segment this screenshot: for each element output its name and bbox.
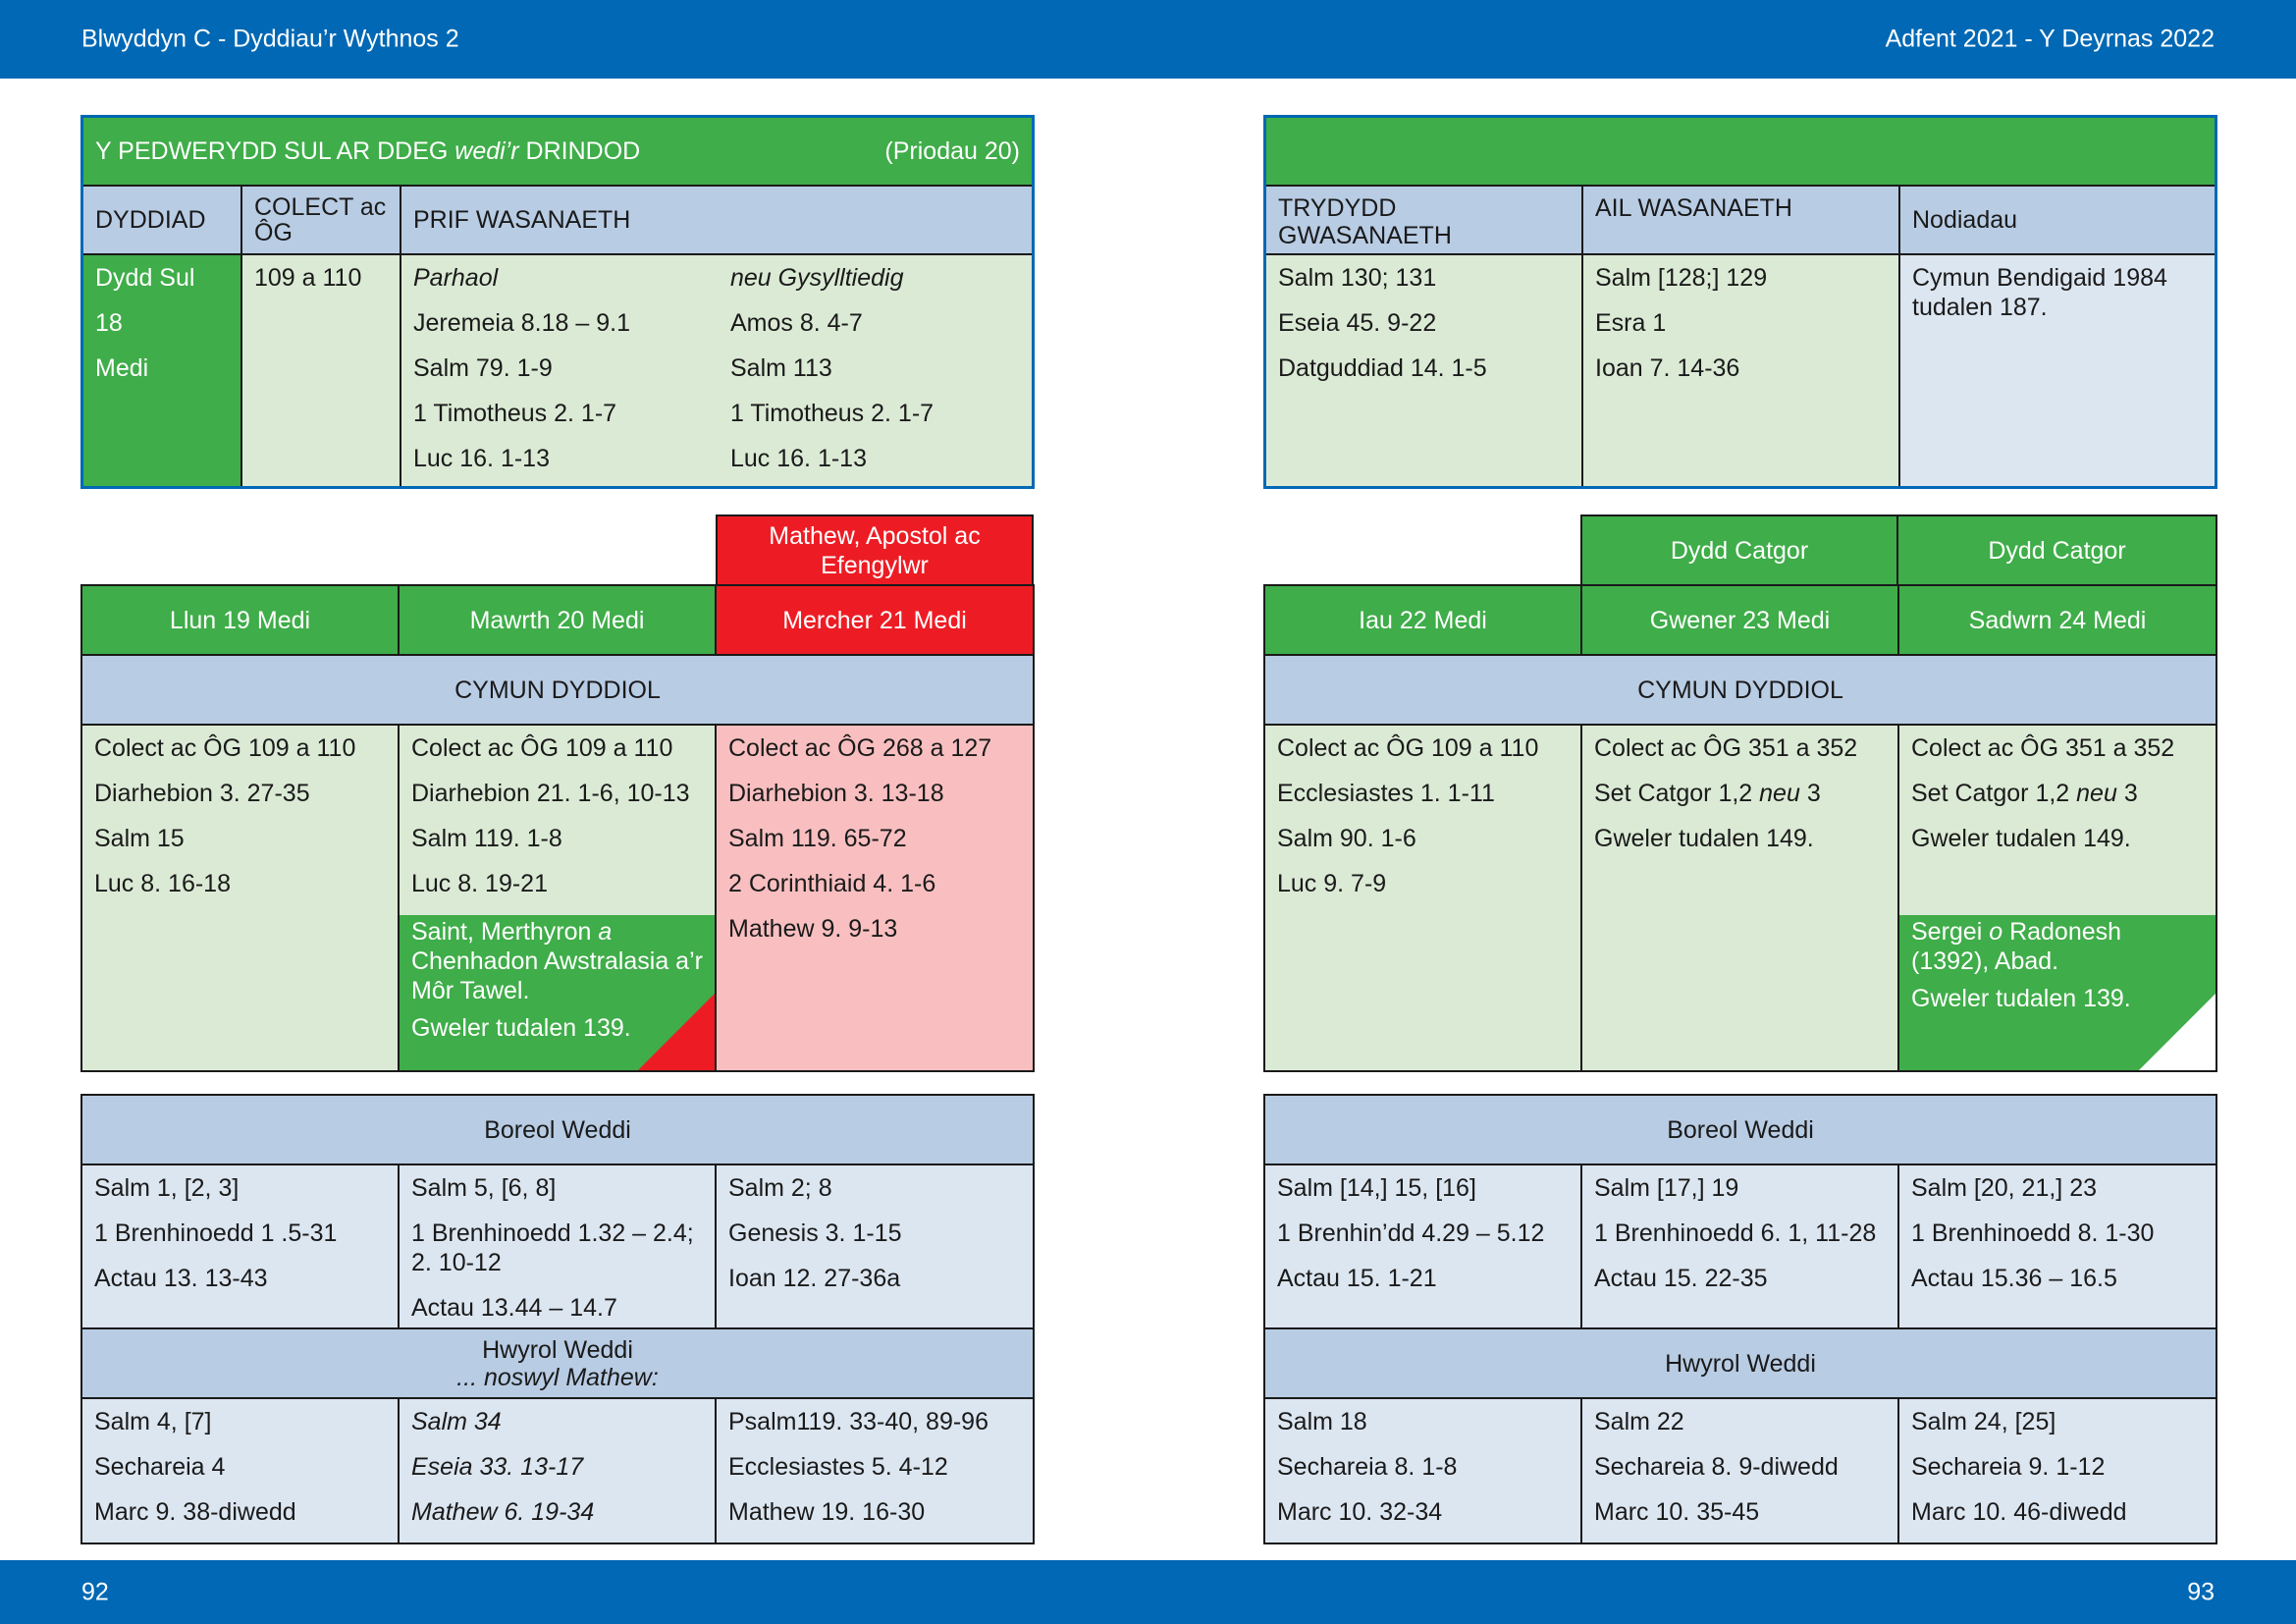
page-number-left: 92: [81, 1578, 109, 1605]
white-corner-marker: [2139, 994, 2216, 1070]
evening-monday: Salm 4, [7] Sechareia 4 Marc 9. 38-diwed…: [82, 1399, 400, 1543]
header-band: Blwyddyn C - Dyddiau’r Wythnos 2 Adfent …: [0, 0, 2296, 79]
day-monday: Llun 19 Medi: [82, 586, 400, 656]
commemoration-tuesday: Saint, Merthyron a Chenhadon Awstralasia…: [400, 915, 715, 1070]
morning-monday: Salm 1, [2, 3] 1 Brenhinoedd 1 .5-31 Act…: [82, 1165, 400, 1329]
morning-tuesday: Salm 5, [6, 8] 1 Brenhinoedd 1.32 – 2.4;…: [400, 1165, 717, 1329]
col-second-header: AIL WASANAETH: [1583, 187, 1900, 255]
eucharist-title-right: CYMUN DYDDIOL: [1265, 656, 2216, 726]
morning-friday: Salm [17,] 19 1 Brenhinoedd 6. 1, 11-28 …: [1582, 1165, 1899, 1329]
day-friday: Gwener 23 Medi: [1582, 586, 1899, 656]
day-wednesday: Mercher 21 Medi: [717, 586, 1033, 656]
eucharist-saturday-column: Colect ac ÔG 351 a 352 Set Catgor 1,2 ne…: [1899, 726, 2216, 1070]
feast-catgor-friday: Dydd Catgor: [1580, 514, 1898, 585]
eucharist-title-left: CYMUN DYDDIOL: [82, 656, 1033, 726]
sunday-continuous: Parhaol Jeremeia 8.18 – 9.1 Salm 79. 1-9…: [401, 255, 719, 486]
morning-wednesday: Salm 2; 8 Genesis 3. 1-15 Ioan 12. 27-36…: [717, 1165, 1033, 1329]
right-eucharist-table: Iau 22 Medi Gwener 23 Medi Sadwrn 24 Med…: [1263, 584, 2217, 1072]
third-service: Salm 130; 131 Eseia 45. 9-22 Datguddiad …: [1266, 255, 1583, 486]
sunday-collect: 109 a 110: [242, 255, 401, 486]
col-third-header: TRYDYDD GWASANAETH: [1266, 187, 1583, 255]
sunday-notes: Cymun Bendigaid 1984 tudalen 187.: [1900, 255, 2215, 486]
day-saturday: Sadwrn 24 Medi: [1899, 586, 2216, 656]
col-main-header: PRIF WASANAETH: [401, 187, 1032, 255]
sunday-services-title-row: [1266, 118, 2215, 187]
morning-thursday: Salm [14,] 15, [16] 1 Brenhin’dd 4.29 – …: [1265, 1165, 1582, 1329]
evening-title-right: Hwyrol Weddi: [1265, 1329, 2216, 1399]
footer-band: 92 93: [0, 1560, 2296, 1624]
header-left: Blwyddyn C - Dyddiau’r Wythnos 2: [81, 25, 459, 53]
eucharist-wednesday: Colect ac ÔG 268 a 127 Diarhebion 3. 13-…: [717, 726, 1033, 1070]
col-collect-header: COLECT ac ÔG: [242, 187, 401, 255]
col-notes-header: Nodiadau: [1900, 187, 2215, 255]
day-thursday: Iau 22 Medi: [1265, 586, 1582, 656]
evening-saturday: Salm 24, [25] Sechareia 9. 1-12 Marc 10.…: [1899, 1399, 2216, 1543]
day-tuesday: Mawrth 20 Medi: [400, 586, 717, 656]
header-right: Adfent 2021 - Y Deyrnas 2022: [1885, 25, 2215, 53]
col-date-header: DYDDIAD: [83, 187, 242, 255]
evening-friday: Salm 22 Sechareia 8. 9-diwedd Marc 10. 3…: [1582, 1399, 1899, 1543]
red-corner-marker: [638, 994, 715, 1070]
sunday-title: Y PEDWERYDD SUL AR DDEG wedi’r DRINDOD: [95, 136, 641, 165]
sunday-title-row: Y PEDWERYDD SUL AR DDEG wedi’r DRINDOD (…: [83, 118, 1032, 187]
morning-title-right: Boreol Weddi: [1265, 1096, 2216, 1165]
sunday-related: neu Gysylltiedig Amos 8. 4-7 Salm 113 1 …: [719, 255, 1032, 486]
page-number-right: 93: [2187, 1578, 2215, 1605]
right-office-table: Boreol Weddi Salm [14,] 15, [16] 1 Brenh…: [1263, 1094, 2217, 1544]
eucharist-friday: Colect ac ÔG 351 a 352 Set Catgor 1,2 ne…: [1582, 726, 1899, 1070]
evening-subtitle: ... noswyl Mathew:: [456, 1363, 659, 1391]
eucharist-tuesday-column: Colect ac ÔG 109 a 110 Diarhebion 21. 1-…: [400, 726, 717, 1070]
second-service: Salm [128;] 129 Esra 1 Ioan 7. 14-36: [1583, 255, 1900, 486]
sunday-table: Y PEDWERYDD SUL AR DDEG wedi’r DRINDOD (…: [80, 115, 1035, 489]
eucharist-saturday: Colect ac ÔG 351 a 352 Set Catgor 1,2 ne…: [1899, 726, 2216, 915]
eucharist-thursday: Colect ac ÔG 109 a 110 Ecclesiastes 1. 1…: [1265, 726, 1582, 1070]
morning-title-left: Boreol Weddi: [82, 1096, 1033, 1165]
left-eucharist-table: Llun 19 Medi Mawrth 20 Medi Mercher 21 M…: [80, 584, 1035, 1072]
evening-wednesday: Psalm119. 33-40, 89-96 Ecclesiastes 5. 4…: [717, 1399, 1033, 1543]
evening-tuesday: Salm 34 Eseia 33. 13-17 Mathew 6. 19-34: [400, 1399, 717, 1543]
eucharist-tuesday: Colect ac ÔG 109 a 110 Diarhebion 21. 1-…: [400, 726, 715, 915]
sunday-services-table: TRYDYDD GWASANAETH AIL WASANAETH Nodiada…: [1263, 115, 2217, 489]
evening-title-left: Hwyrol Weddi ... noswyl Mathew:: [82, 1329, 1033, 1399]
sunday-date: Dydd Sul 18 Medi: [83, 255, 242, 486]
morning-saturday: Salm [20, 21,] 23 1 Brenhinoedd 8. 1-30 …: [1899, 1165, 2216, 1329]
evening-thursday: Salm 18 Sechareia 8. 1-8 Marc 10. 32-34: [1265, 1399, 1582, 1543]
commemoration-saturday: Sergei o Radonesh (1392), Abad. Gweler t…: [1899, 915, 2216, 1070]
left-office-table: Boreol Weddi Salm 1, [2, 3] 1 Brenhinoed…: [80, 1094, 1035, 1544]
feast-mathew-header: Mathew, Apostol ac Efengylwr: [716, 514, 1034, 585]
sunday-proper: (Priodau 20): [884, 136, 1020, 165]
eucharist-monday: Colect ac ÔG 109 a 110 Diarhebion 3. 27-…: [82, 726, 400, 1070]
feast-catgor-saturday: Dydd Catgor: [1896, 514, 2217, 585]
